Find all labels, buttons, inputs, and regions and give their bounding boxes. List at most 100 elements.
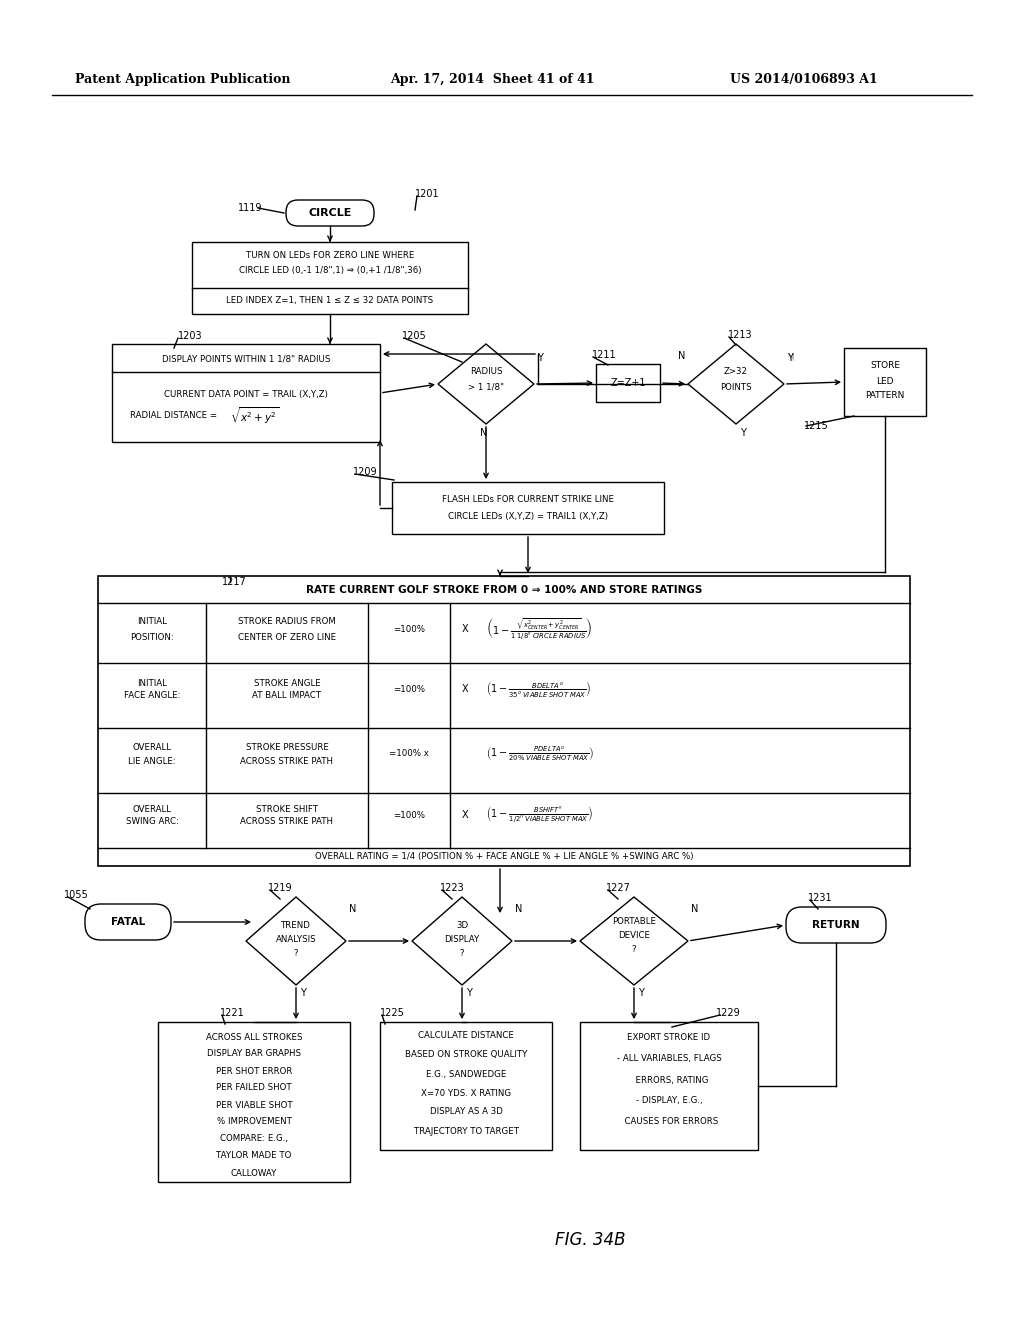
- Text: ACROSS STRIKE PATH: ACROSS STRIKE PATH: [241, 756, 334, 766]
- Text: INITIAL: INITIAL: [137, 618, 167, 627]
- Text: TAYLOR MADE TO: TAYLOR MADE TO: [216, 1151, 292, 1160]
- Text: 1205: 1205: [402, 331, 427, 341]
- Text: ACROSS ALL STROKES: ACROSS ALL STROKES: [206, 1032, 302, 1041]
- Text: DISPLAY AS A 3D: DISPLAY AS A 3D: [429, 1107, 503, 1117]
- Text: INITIAL: INITIAL: [137, 678, 167, 688]
- FancyBboxPatch shape: [786, 907, 886, 942]
- Text: OVERALL: OVERALL: [132, 804, 171, 813]
- Text: E.G., SANDWEDGE: E.G., SANDWEDGE: [426, 1069, 506, 1078]
- Text: N: N: [349, 904, 356, 913]
- Text: STROKE RADIUS FROM: STROKE RADIUS FROM: [238, 618, 336, 627]
- Text: 1223: 1223: [440, 883, 465, 894]
- Text: 1229: 1229: [716, 1008, 740, 1018]
- Text: PER SHOT ERROR: PER SHOT ERROR: [216, 1067, 292, 1076]
- Text: 1225: 1225: [380, 1008, 404, 1018]
- Text: % IMPROVEMENT: % IMPROVEMENT: [216, 1118, 292, 1126]
- Bar: [844, 348, 926, 416]
- Text: Y: Y: [638, 987, 644, 998]
- Text: 1219: 1219: [268, 883, 293, 894]
- Bar: [158, 1022, 350, 1181]
- Text: Y: Y: [300, 987, 306, 998]
- Text: $\left( 1- \frac{BSHIFT''}{1/2''\;VIABLE\;SHOT\;MAX} \right)$: $\left( 1- \frac{BSHIFT''}{1/2''\;VIABLE…: [486, 805, 593, 825]
- Text: RETURN: RETURN: [812, 920, 860, 931]
- Text: ?: ?: [294, 949, 298, 957]
- Text: =100%: =100%: [393, 810, 425, 820]
- Text: =100% x: =100% x: [389, 750, 429, 759]
- Text: OVERALL RATING = 1/4 (POSITION % + FACE ANGLE % + LIE ANGLE % +SWING ARC %): OVERALL RATING = 1/4 (POSITION % + FACE …: [314, 853, 693, 862]
- Bar: [112, 345, 380, 442]
- Text: 1209: 1209: [353, 467, 378, 477]
- Text: $\left( 1- \frac{\sqrt{x^2_{CENTER}+y^2_{CENTER}}}{1\;1/8''\;CIRCLE\;RADIUS} \ri: $\left( 1- \frac{\sqrt{x^2_{CENTER}+y^2_…: [486, 616, 592, 642]
- Text: 1213: 1213: [728, 330, 753, 341]
- Text: COMPARE: E.G.,: COMPARE: E.G.,: [220, 1134, 288, 1143]
- Text: TURN ON LEDs FOR ZERO LINE WHERE: TURN ON LEDs FOR ZERO LINE WHERE: [246, 252, 414, 260]
- Text: Y: Y: [740, 428, 745, 438]
- Text: 1221: 1221: [220, 1008, 245, 1018]
- Text: FATAL: FATAL: [111, 917, 145, 927]
- Text: CIRCLE LEDs (X,Y,Z) = TRAIL1 (X,Y,Z): CIRCLE LEDs (X,Y,Z) = TRAIL1 (X,Y,Z): [449, 511, 608, 520]
- Text: PER FAILED SHOT: PER FAILED SHOT: [216, 1084, 292, 1093]
- FancyBboxPatch shape: [286, 201, 374, 226]
- Text: ACROSS STRIKE PATH: ACROSS STRIKE PATH: [241, 817, 334, 826]
- Bar: [580, 1022, 758, 1150]
- Text: Y: Y: [466, 987, 472, 998]
- Text: STORE: STORE: [870, 362, 900, 371]
- Text: ?: ?: [632, 945, 636, 953]
- Text: DISPLAY: DISPLAY: [444, 935, 479, 944]
- Text: N: N: [787, 352, 795, 363]
- Text: DISPLAY BAR GRAPHS: DISPLAY BAR GRAPHS: [207, 1049, 301, 1059]
- Polygon shape: [580, 898, 688, 985]
- Text: PATTERN: PATTERN: [865, 392, 904, 400]
- Text: Z>32: Z>32: [724, 367, 748, 376]
- Polygon shape: [412, 898, 512, 985]
- Text: $\sqrt{x^2+y^2}$: $\sqrt{x^2+y^2}$: [230, 405, 280, 426]
- Text: OVERALL: OVERALL: [132, 743, 171, 752]
- Text: - ALL VARIABLES, FLAGS: - ALL VARIABLES, FLAGS: [616, 1055, 721, 1064]
- Text: 1203: 1203: [178, 331, 203, 341]
- Text: TREND: TREND: [281, 920, 311, 929]
- Text: ?: ?: [460, 949, 464, 957]
- Text: PORTABLE: PORTABLE: [612, 916, 656, 925]
- Text: US 2014/0106893 A1: US 2014/0106893 A1: [730, 74, 878, 87]
- Text: CALLOWAY: CALLOWAY: [230, 1168, 278, 1177]
- Text: EXPORT STROKE ID: EXPORT STROKE ID: [628, 1034, 711, 1043]
- Text: RATE CURRENT GOLF STROKE FROM 0 ⇒ 100% AND STORE RATINGS: RATE CURRENT GOLF STROKE FROM 0 ⇒ 100% A…: [306, 585, 702, 595]
- Text: =100%: =100%: [393, 624, 425, 634]
- Text: STROKE PRESSURE: STROKE PRESSURE: [246, 743, 329, 752]
- Text: TRAJECTORY TO TARGET: TRAJECTORY TO TARGET: [414, 1126, 518, 1135]
- Text: STROKE SHIFT: STROKE SHIFT: [256, 804, 318, 813]
- Text: Patent Application Publication: Patent Application Publication: [75, 74, 291, 87]
- Bar: [596, 364, 660, 403]
- Text: CAUSES FOR ERRORS: CAUSES FOR ERRORS: [620, 1118, 719, 1126]
- Text: ANALYSIS: ANALYSIS: [275, 935, 316, 944]
- Text: STROKE ANGLE: STROKE ANGLE: [254, 678, 321, 688]
- Text: $\left( 1- \frac{PDELTA^o}{20\%\;VIABLE\;SHOT\;MAX} \right)$: $\left( 1- \frac{PDELTA^o}{20\%\;VIABLE\…: [486, 744, 594, 763]
- Bar: [380, 1022, 552, 1150]
- Text: 3D: 3D: [456, 920, 468, 929]
- Text: FLASH LEDs FOR CURRENT STRIKE LINE: FLASH LEDs FOR CURRENT STRIKE LINE: [442, 495, 614, 503]
- Text: X=70 YDS. X RATING: X=70 YDS. X RATING: [421, 1089, 511, 1097]
- Text: BASED ON STROKE QUALITY: BASED ON STROKE QUALITY: [404, 1051, 527, 1060]
- Text: DEVICE: DEVICE: [618, 931, 650, 940]
- Text: 1231: 1231: [808, 894, 833, 903]
- Text: 1201: 1201: [415, 189, 439, 199]
- Text: LIE ANGLE:: LIE ANGLE:: [128, 756, 176, 766]
- Text: - DISPLAY, E.G.,: - DISPLAY, E.G.,: [636, 1097, 702, 1106]
- Text: FACE ANGLE:: FACE ANGLE:: [124, 692, 180, 701]
- Bar: [98, 576, 910, 866]
- Text: POSITION:: POSITION:: [130, 632, 174, 642]
- Text: CIRCLE LED (0,-1 1/8",1) ⇒ (0,+1 /1/8",36): CIRCLE LED (0,-1 1/8",1) ⇒ (0,+1 /1/8",3…: [239, 267, 421, 276]
- Polygon shape: [246, 898, 346, 985]
- Text: N: N: [691, 904, 698, 913]
- Text: > 1 1/8": > 1 1/8": [468, 383, 504, 392]
- Text: Y: Y: [537, 352, 543, 363]
- Text: LED INDEX Z=1, THEN 1 ≤ Z ≤ 32 DATA POINTS: LED INDEX Z=1, THEN 1 ≤ Z ≤ 32 DATA POIN…: [226, 297, 433, 305]
- Text: 1227: 1227: [606, 883, 631, 894]
- Text: N: N: [515, 904, 522, 913]
- Text: PER VIABLE SHOT: PER VIABLE SHOT: [216, 1101, 292, 1110]
- Text: CIRCLE: CIRCLE: [308, 209, 351, 218]
- Bar: [392, 482, 664, 535]
- Text: CURRENT DATA POINT = TRAIL (X,Y,Z): CURRENT DATA POINT = TRAIL (X,Y,Z): [164, 389, 328, 399]
- Text: SWING ARC:: SWING ARC:: [126, 817, 178, 826]
- FancyBboxPatch shape: [85, 904, 171, 940]
